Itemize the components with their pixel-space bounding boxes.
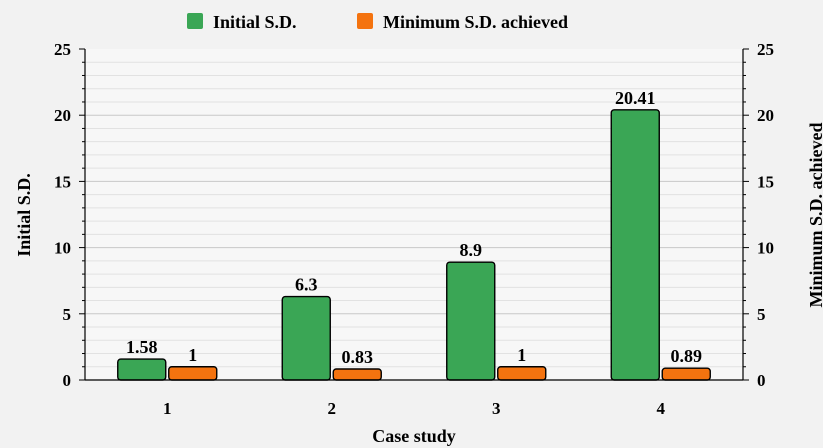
- data-label: 8.9: [460, 240, 483, 260]
- bar-initial-sd: [610, 109, 660, 381]
- bar-initial-sd: [446, 261, 496, 381]
- bar-minimum-sd: [497, 366, 547, 381]
- legend-label: Initial S.D.: [213, 12, 297, 32]
- y2-tick-label: 10: [757, 239, 774, 258]
- bar-minimum-sd: [661, 367, 711, 381]
- x-tick-label: 4: [657, 399, 666, 418]
- y-axis-title: Initial S.D.: [14, 173, 34, 257]
- data-label: 20.41: [615, 88, 656, 108]
- legend-label: Minimum S.D. achieved: [383, 12, 568, 32]
- data-label: 1: [188, 345, 197, 365]
- y2-tick-label: 0: [757, 371, 766, 390]
- y-tick-label: 10: [54, 239, 71, 258]
- bar-minimum-sd: [332, 368, 382, 381]
- y-tick-label: 0: [63, 371, 72, 390]
- bar-initial-sd: [281, 295, 331, 381]
- x-tick-label: 2: [328, 399, 337, 418]
- x-tick-label: 1: [163, 399, 172, 418]
- data-labels: 1.58 1 6.3 0.83 8.9 1 20.41 0.89: [126, 88, 702, 367]
- bars: [117, 109, 711, 381]
- y-tick-label: 5: [63, 305, 72, 324]
- y-tick-label: 20: [54, 106, 71, 125]
- legend-swatch-initial-sd: [187, 13, 203, 29]
- data-label: 0.83: [342, 347, 374, 367]
- y-tick-label: 15: [54, 172, 71, 191]
- bar-minimum-sd: [168, 366, 218, 381]
- legend: Initial S.D. Minimum S.D. achieved: [187, 12, 568, 32]
- data-label: 6.3: [295, 275, 318, 295]
- data-label: 0.89: [671, 346, 703, 366]
- bar-initial-sd: [117, 358, 167, 381]
- axes: 0 0 5 5 10 10 15 15 20 20 25 25 1 2 3 4: [54, 40, 774, 418]
- x-tick-label: 3: [492, 399, 501, 418]
- y2-tick-label: 20: [757, 106, 774, 125]
- y2-tick-label: 5: [757, 305, 766, 324]
- legend-swatch-minimum-sd: [357, 13, 373, 29]
- data-label: 1.58: [126, 337, 158, 357]
- data-label: 1: [517, 345, 526, 365]
- y2-tick-label: 25: [757, 40, 774, 59]
- y-tick-label: 25: [54, 40, 71, 59]
- y2-tick-label: 15: [757, 172, 774, 191]
- y2-axis-title: Minimum S.D. achieved: [806, 122, 823, 307]
- x-axis-title: Case study: [372, 426, 456, 446]
